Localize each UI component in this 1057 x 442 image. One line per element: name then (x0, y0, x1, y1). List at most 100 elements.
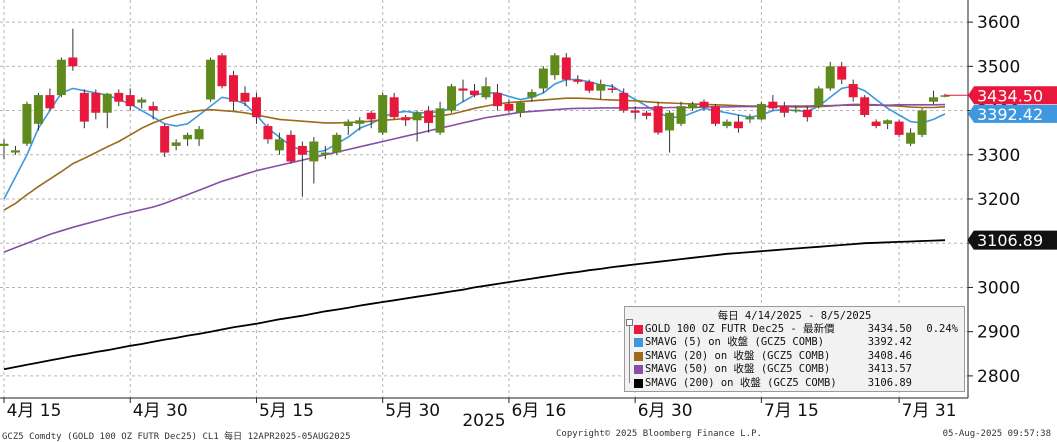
candle-body (183, 134, 193, 140)
y-axis-ticks: 280029003000310032003300340035003600 (968, 13, 1020, 387)
y-tick-label: 3200 (977, 190, 1020, 210)
y-tick-label: 2900 (977, 323, 1020, 343)
candle (424, 106, 434, 133)
candle (550, 53, 560, 80)
candle-body (619, 92, 629, 111)
candle (343, 119, 353, 135)
candle (676, 101, 686, 127)
x-tick-label: 6月 16 (511, 401, 566, 421)
legend-swatch-sma20 (634, 351, 643, 361)
sma200-line (3, 239, 946, 371)
candle (791, 106, 801, 113)
candle (79, 89, 89, 129)
candle-body (768, 101, 778, 109)
candle (194, 126, 204, 146)
candle (274, 132, 284, 155)
candle-body (332, 134, 342, 153)
candle (22, 101, 32, 146)
y-tick-label: 3500 (977, 57, 1020, 77)
candle-body (573, 79, 583, 82)
candle-body (745, 117, 755, 120)
legend-value-sma50: 3413.57 (867, 363, 912, 376)
candle-body (22, 103, 32, 144)
candle-body (366, 112, 376, 120)
candle-body (309, 141, 319, 162)
candle (171, 139, 181, 151)
candle (10, 145, 20, 155)
candle-body (584, 81, 594, 91)
candle-body (860, 97, 870, 115)
candle (504, 99, 514, 113)
legend-collapse-icon[interactable] (626, 319, 633, 326)
candle (355, 117, 365, 131)
x-tick-label: 7月 31 (902, 401, 957, 421)
candle-body (710, 106, 720, 124)
candle (412, 110, 422, 142)
candle-body (940, 95, 950, 97)
candle-body (814, 88, 824, 107)
candle-body (160, 126, 170, 153)
legend-swatch-price (634, 325, 643, 334)
candle-body (412, 112, 422, 121)
candle (883, 119, 893, 130)
candle-body (33, 95, 43, 124)
candle-body (527, 91, 537, 98)
candle-body (274, 139, 284, 151)
flag-price-bg (968, 86, 1057, 105)
footer-left: GCZ5 Comdty (GOLD 100 OZ FUTR Dec25) CL1… (2, 432, 351, 442)
x-tick-label: 4月 30 (133, 401, 188, 421)
legend-value-sma5: 3392.42 (867, 336, 912, 349)
candle (102, 92, 112, 129)
candle (756, 101, 766, 121)
candle-body (355, 120, 365, 124)
candle-body (791, 109, 801, 112)
candle (251, 92, 261, 124)
chart-legend: 每日 4/14/2025 - 8/5/2025 GOLD 100 OZ FUTR… (624, 306, 965, 392)
legend-row-sma20: SMAVG (20) on 收盤 (GCZ5 COMB) 3408.46 (625, 350, 964, 363)
candle (814, 86, 824, 109)
candle (470, 84, 479, 98)
candle (148, 101, 158, 120)
footer-right: 05-Aug-2025 09:57:38 (942, 429, 1051, 439)
candle-body (676, 106, 686, 124)
candle (492, 84, 502, 111)
legend-connector (629, 319, 630, 383)
candle-body (424, 110, 434, 123)
x-tick-label: 4月 15 (7, 401, 62, 421)
candle (906, 128, 916, 146)
candle (435, 101, 445, 135)
legend-swatch-sma5 (634, 338, 643, 348)
candle-body (470, 90, 479, 96)
legend-value-price: 3434.50 (867, 323, 912, 335)
candle (297, 141, 307, 197)
candle (33, 92, 43, 131)
candle (538, 66, 548, 93)
candle-body (894, 121, 904, 135)
candle (320, 145, 330, 160)
candle-body (458, 88, 468, 91)
candle-body (91, 92, 101, 113)
legend-row-sma50: SMAVG (50) on 收盤 (GCZ5 COMB) 3413.57 (625, 363, 964, 376)
candle-body (653, 106, 663, 133)
candle-body (837, 66, 847, 80)
candle-body (194, 129, 204, 140)
candle (825, 61, 835, 91)
x-tick-label: 7月 15 (764, 401, 819, 421)
candle (653, 101, 663, 135)
legend-row-sma5: SMAVG (5) on 收盤 (GCZ5 COMB) 3392.42 (625, 336, 964, 349)
candle (630, 106, 640, 120)
candle-body (515, 102, 525, 113)
flag-price: 3434.50 (968, 86, 1057, 105)
candle (401, 114, 411, 127)
candle-body (114, 92, 124, 102)
legend-swatch-sma200 (634, 378, 643, 388)
candle-body (171, 142, 181, 146)
candle-body (286, 134, 296, 162)
candle-body (906, 132, 916, 144)
candle (458, 79, 468, 102)
candle-body (642, 112, 652, 116)
candle-body (871, 121, 881, 127)
legend-label-sma5: SMAVG (5) on 收盤 (GCZ5 COMB) (645, 336, 825, 349)
candle-body (630, 110, 640, 113)
candle (722, 119, 732, 129)
